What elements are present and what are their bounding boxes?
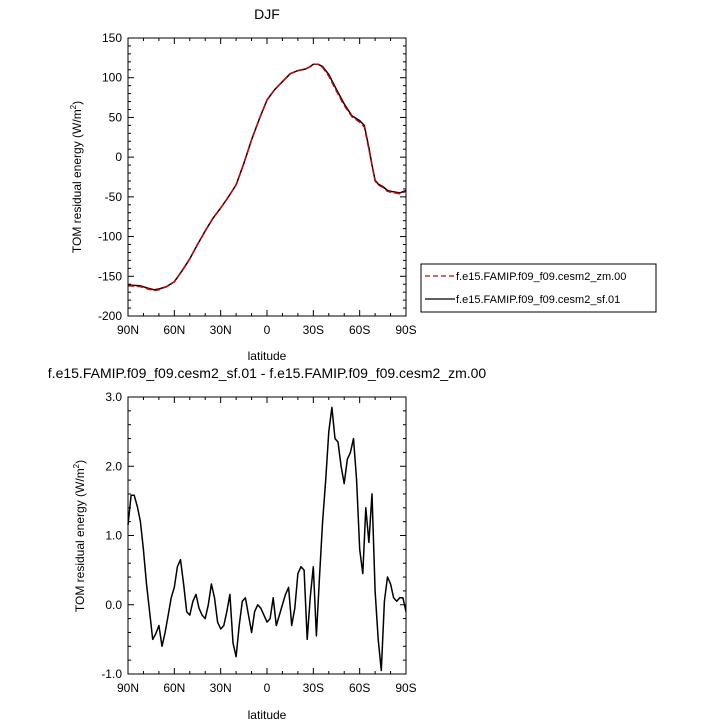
bottom-plot-series [127,406,407,672]
bottom-x-tick-label: 90N [117,681,139,695]
top-chart: DJF 90N 60N 30N 0 30S 60S 90S -200 -150 -100 -50 0 5… [69,6,657,363]
bottom-y-tick-label: 2.0 [105,459,122,473]
bottom-x-tick-label: 60N [163,681,185,695]
top-x-tick-label: 30N [210,323,232,337]
legend-label-zm: f.e15.FAMIP.f09_f09.cesm2_zm.00 [456,271,626,283]
top-y-tick-label: 150 [102,31,122,45]
legend-box [420,263,657,313]
bottom-y-tick-label: 0.0 [105,598,122,612]
bottom-series-line-0 [127,406,407,672]
top-y-axis-title-main: TOM residual energy (W/m [70,109,84,253]
bottom-y-tick-label: 3.0 [105,390,122,404]
top-series-line-0 [127,63,407,291]
top-y-axis-title-close: ) [70,101,84,105]
bottom-x-tick-label: 30N [210,681,232,695]
bottom-x-axis-title: latitude [248,708,287,722]
top-x-tick-label: 60S [349,323,370,337]
top-x-tick-label: 0 [264,323,271,337]
bottom-chart-title: f.e15.FAMIP.f09_f09.cesm2_sf.01 - f.e15.… [48,365,487,381]
top-y-axis-title-sup: 2 [69,104,78,109]
top-x-axis-title: latitude [248,349,287,363]
top-y-tick-label: 100 [102,71,122,85]
top-y-tick-label: 0 [115,150,122,164]
bottom-y-axis-title: TOM residual energy (W/m2) [72,460,87,612]
bottom-y-tick-label: 1.0 [105,529,122,543]
legend: f.e15.FAMIP.f09_f09.cesm2_zm.00 f.e15.FA… [420,263,657,313]
top-axis-ticks: 90N 60N 30N 0 30S 60S 90S -200 -150 -100 -50 0 50 100… [98,31,417,337]
top-series-line-1 [127,63,407,292]
top-y-tick-label: -150 [98,269,122,283]
top-x-tick-label: 30S [303,323,324,337]
top-y-tick-label: -200 [98,309,122,323]
bottom-y-axis-title-sup: 2 [72,463,81,468]
bottom-y-axis-title-main: TOM residual energy (W/m [73,468,87,612]
bottom-x-tick-label: 60S [349,681,370,695]
top-x-tick-label: 60N [163,323,185,337]
top-y-axis-title: TOM residual energy (W/m2) [69,101,84,253]
top-chart-title: DJF [254,6,280,22]
bottom-axis-ticks: 90N 60N 30N 0 30S 60S 90S -1.0 0.0 1.0 2.0 3.0 [101,390,416,695]
top-plot-series [127,63,407,292]
top-x-tick-label: 90S [395,323,416,337]
top-y-tick-label: -50 [105,190,123,204]
top-y-tick-label: -100 [98,230,122,244]
top-y-tick-label: 50 [109,110,123,124]
bottom-y-tick-label: -1.0 [101,667,122,681]
bottom-y-axis-title-close: ) [73,460,87,464]
bottom-x-tick-label: 0 [264,681,271,695]
top-x-tick-label: 90N [117,323,139,337]
top-plot-frame [127,37,407,317]
legend-label-sf: f.e15.FAMIP.f09_f09.cesm2_sf.01 [456,294,620,306]
bottom-x-tick-label: 90S [395,681,416,695]
bottom-chart: f.e15.FAMIP.f09_f09.cesm2_sf.01 - f.e15.… [48,365,487,722]
bottom-x-tick-label: 30S [303,681,324,695]
